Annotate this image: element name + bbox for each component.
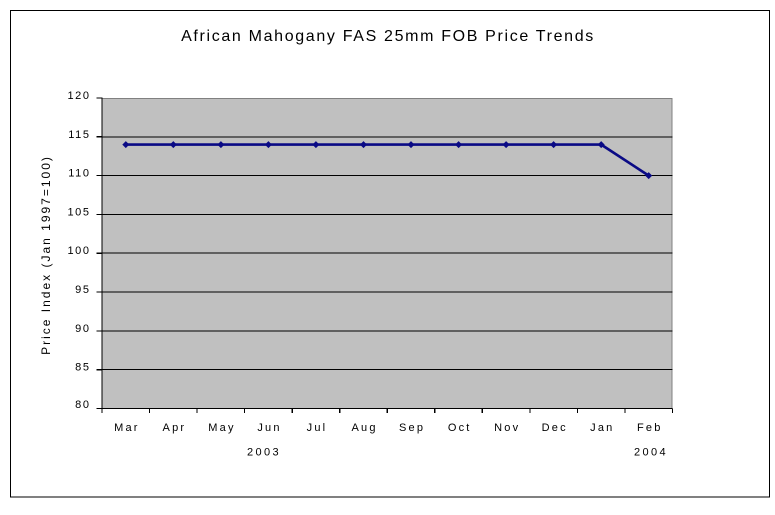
svg-text:Jun: Jun bbox=[257, 422, 281, 434]
svg-text:Sep: Sep bbox=[399, 422, 425, 434]
svg-text:Apr: Apr bbox=[163, 422, 187, 434]
svg-text:2003: 2003 bbox=[247, 447, 281, 459]
svg-text:Dec: Dec bbox=[542, 422, 568, 434]
svg-text:Feb: Feb bbox=[637, 422, 663, 434]
svg-text:African Mahogany FAS 25mm FOB: African Mahogany FAS 25mm FOB Price Tren… bbox=[181, 28, 595, 45]
svg-text:90: 90 bbox=[75, 323, 90, 335]
svg-text:Jan: Jan bbox=[590, 422, 614, 434]
svg-text:110: 110 bbox=[68, 168, 90, 180]
svg-text:85: 85 bbox=[75, 362, 90, 374]
svg-text:Nov: Nov bbox=[494, 422, 520, 434]
svg-text:Price Index (Jan 1997=100): Price Index (Jan 1997=100) bbox=[39, 155, 53, 355]
svg-text:105: 105 bbox=[67, 206, 90, 218]
svg-text:120: 120 bbox=[67, 90, 90, 102]
svg-text:100: 100 bbox=[67, 245, 90, 257]
svg-text:80: 80 bbox=[75, 399, 90, 411]
svg-text:2004: 2004 bbox=[634, 447, 668, 459]
svg-text:May: May bbox=[208, 422, 235, 434]
svg-text:Jul: Jul bbox=[307, 422, 328, 434]
svg-text:Mar: Mar bbox=[114, 422, 140, 434]
svg-text:95: 95 bbox=[75, 284, 90, 296]
svg-text:115: 115 bbox=[68, 129, 90, 141]
svg-text:Oct: Oct bbox=[448, 422, 472, 434]
svg-text:Aug: Aug bbox=[352, 422, 378, 434]
